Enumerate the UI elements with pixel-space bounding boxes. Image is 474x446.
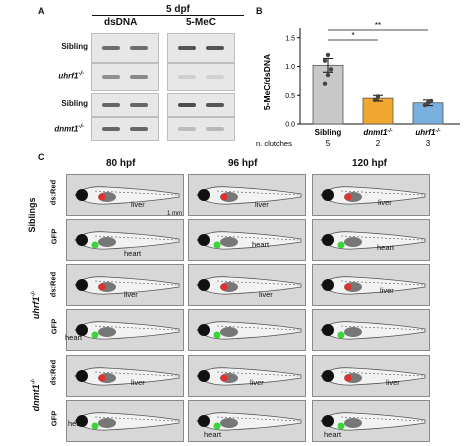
fish-image bbox=[312, 309, 430, 351]
data-point bbox=[428, 98, 434, 104]
liver-label-uhrf1-120: liver bbox=[380, 286, 394, 295]
bar bbox=[362, 97, 394, 125]
panel-c-label: C bbox=[38, 152, 45, 162]
col-dsdna: dsDNA bbox=[104, 17, 138, 28]
y-tick-label: 1.0 bbox=[285, 64, 295, 71]
fish-image bbox=[66, 309, 184, 351]
data-point bbox=[325, 72, 331, 78]
group-label-uhrf1: uhrf1-/- bbox=[31, 290, 41, 320]
liver-label-sib: liver bbox=[131, 200, 145, 209]
clutch-count: 3 bbox=[426, 139, 431, 148]
channel-dsred-1: ds:Red bbox=[48, 179, 58, 206]
sig-star-2: ** bbox=[375, 21, 381, 30]
channel-gfp-2: GFP bbox=[49, 318, 59, 335]
gel-5mec-sibling-1 bbox=[167, 33, 235, 63]
clutch-count: 2 bbox=[376, 139, 381, 148]
group-label-dnmt1: dnmt1-/- bbox=[31, 378, 41, 412]
fish-image bbox=[312, 264, 430, 306]
y-axis-label: 5-MeC/dsDNA bbox=[262, 54, 272, 110]
gel-dsdna-dnmt1 bbox=[91, 117, 159, 141]
liver-label-dnmt1-96: liver bbox=[250, 378, 264, 387]
gel-5mec-sibling-2 bbox=[167, 93, 235, 117]
liver-label-sib-120: liver bbox=[378, 198, 392, 207]
channel-dsred-3: ds:Red bbox=[48, 359, 58, 386]
fish-image bbox=[188, 309, 306, 351]
x-tick-label: uhrf1-/- bbox=[415, 128, 440, 137]
heart-label-sib-96: heart bbox=[252, 240, 270, 249]
row-label-sibling-2: Sibling bbox=[61, 99, 88, 108]
heart-label-dnmt1-120: heart bbox=[324, 430, 342, 439]
data-point bbox=[322, 58, 328, 63]
timepoint-80: 80 hpf bbox=[106, 158, 136, 169]
scale-bar-label: 1 mm bbox=[167, 211, 182, 217]
bar-chart: 5-MeC/dsDNA 0.00.51.01.5 *** Sibling5dnm… bbox=[256, 21, 460, 148]
sig-star-1: * bbox=[351, 31, 354, 40]
x-tick-label: Sibling bbox=[315, 128, 342, 137]
x-tick-label: dnmt1-/- bbox=[363, 128, 392, 137]
panel-a-label: A bbox=[38, 6, 45, 16]
data-point bbox=[328, 67, 334, 72]
channel-gfp-3: GFP bbox=[49, 410, 59, 427]
fish-image bbox=[66, 174, 184, 216]
fish-image bbox=[66, 219, 184, 261]
data-point bbox=[322, 81, 328, 86]
gel-5mec-dnmt1 bbox=[167, 117, 235, 141]
liver-label-uhrf1-96: liver bbox=[259, 290, 273, 299]
heart-label-sib-120: heart bbox=[377, 243, 395, 252]
fish-image bbox=[312, 174, 430, 216]
panel-a-header: 5 dpf bbox=[166, 4, 190, 15]
data-point bbox=[375, 94, 381, 99]
heart-label-dnmt1: heart bbox=[68, 419, 86, 428]
y-tick-label: 0.0 bbox=[285, 122, 295, 129]
data-point bbox=[325, 52, 331, 58]
fish-image bbox=[312, 355, 430, 397]
col-5mec: 5-MeC bbox=[186, 17, 217, 28]
fish-image bbox=[66, 400, 184, 442]
gel-dsdna-uhrf1 bbox=[91, 63, 159, 91]
panel-b-label: B bbox=[256, 6, 263, 16]
channel-gfp-1: GFP bbox=[49, 228, 59, 245]
fish-image bbox=[188, 264, 306, 306]
channel-dsred-2: ds:Red bbox=[48, 271, 58, 298]
y-tick-label: 1.5 bbox=[285, 35, 295, 42]
fish-image bbox=[188, 400, 306, 442]
liver-label-uhrf1: liver bbox=[124, 290, 138, 299]
timepoint-120: 120 hpf bbox=[352, 158, 388, 169]
y-tick-label: 0.5 bbox=[285, 93, 295, 100]
fish-image bbox=[188, 355, 306, 397]
heart-label-uhrf1: heart bbox=[65, 333, 83, 342]
fish-image bbox=[66, 264, 184, 306]
row-label-sibling-1: Sibling bbox=[61, 42, 88, 51]
header-rule bbox=[92, 15, 244, 16]
liver-label-dnmt1-120: liver bbox=[386, 378, 400, 387]
fish-image bbox=[312, 400, 430, 442]
heart-label-sib: heart bbox=[124, 249, 142, 258]
liver-label-dnmt1: liver bbox=[131, 378, 145, 387]
fish-image bbox=[188, 219, 306, 261]
n-clutches-label: n. clutches bbox=[256, 139, 292, 148]
fish-image bbox=[312, 219, 430, 261]
liver-label-sib-96: liver bbox=[255, 200, 269, 209]
timepoint-96: 96 hpf bbox=[228, 158, 258, 169]
clutch-count: 5 bbox=[326, 139, 331, 148]
fish-image bbox=[188, 174, 306, 216]
row-label-dnmt1: dnmt1-/- bbox=[54, 124, 84, 134]
fish-image bbox=[66, 355, 184, 397]
data-point bbox=[422, 102, 428, 108]
gel-dsdna-sibling-2 bbox=[91, 93, 159, 117]
gel-5mec-uhrf1 bbox=[167, 63, 235, 91]
data-point bbox=[372, 97, 378, 103]
gel-dsdna-sibling-1 bbox=[91, 33, 159, 63]
row-label-uhrf1: uhrf1-/- bbox=[58, 71, 84, 81]
heart-label-dnmt1-96: heart bbox=[204, 430, 222, 439]
group-label-siblings: Siblings bbox=[27, 197, 37, 233]
